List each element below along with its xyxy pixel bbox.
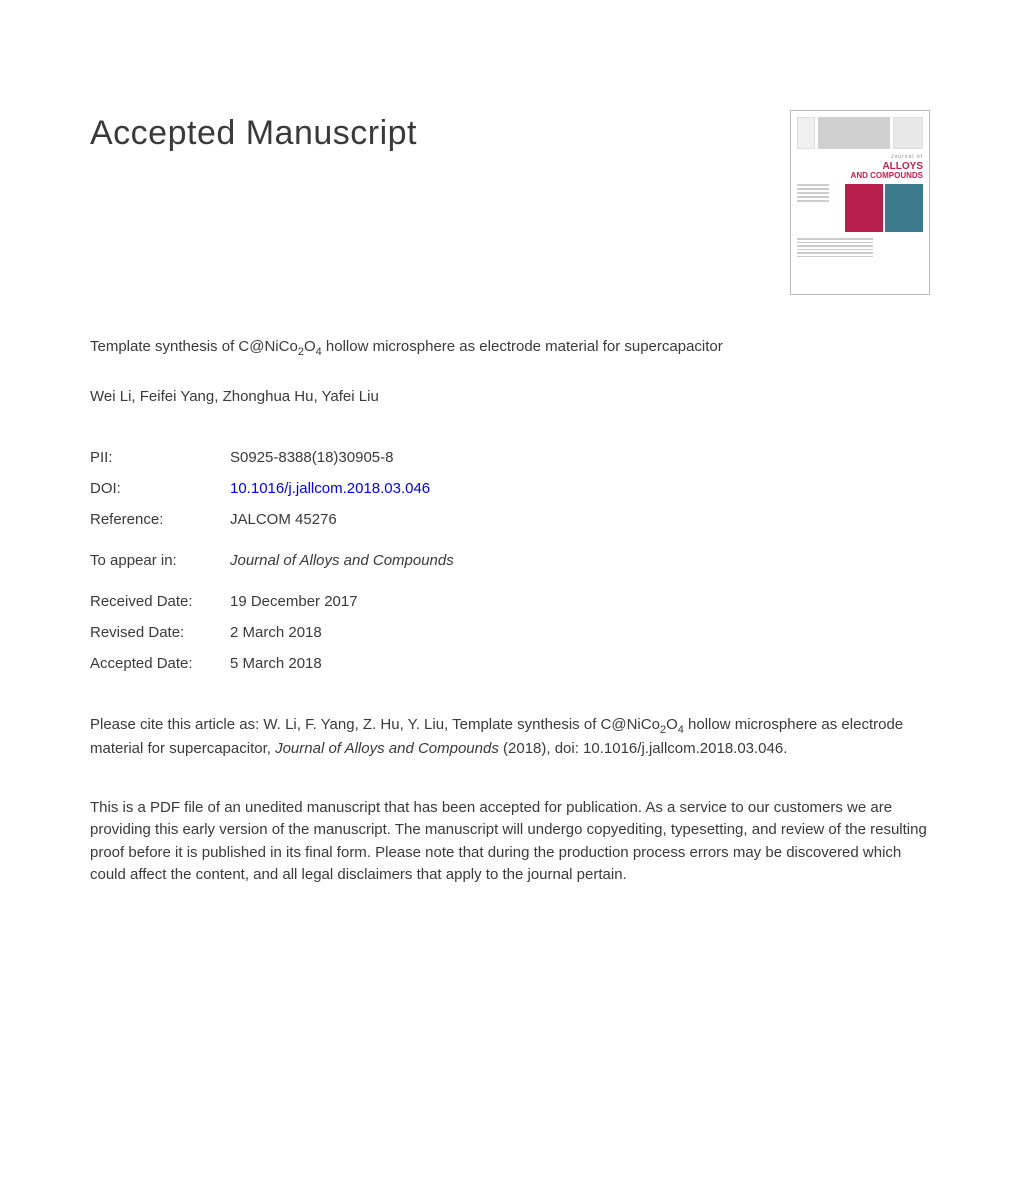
cover-teal-block [885, 184, 923, 232]
cover-bottom-lines [797, 238, 923, 257]
doi-link[interactable]: 10.1016/j.jallcom.2018.03.046 [230, 478, 430, 499]
journal-cover-thumbnail: Journal of ALLOYS AND COMPOUNDS [790, 110, 930, 295]
title-pre: Template synthesis of C@NiCo [90, 338, 298, 355]
cover-gray-bar [818, 117, 890, 149]
header-row: Accepted Manuscript Journal of ALLOYS AN… [90, 110, 930, 295]
citation-post: (2018), doi: 10.1016/j.jallcom.2018.03.0… [499, 740, 788, 757]
meta-row-pii: PII: S0925-8388(18)30905-8 [90, 447, 930, 468]
meta-row-accepted: Accepted Date: 5 March 2018 [90, 653, 930, 674]
pii-label: PII: [90, 447, 230, 468]
meta-row-doi: DOI: 10.1016/j.jallcom.2018.03.046 [90, 478, 930, 499]
appear-block: To appear in: Journal of Alloys and Comp… [90, 550, 930, 571]
cover-mid-row [797, 184, 923, 232]
revised-label: Revised Date: [90, 622, 230, 643]
disclaimer-text: This is a PDF file of an unedited manusc… [90, 797, 930, 887]
cover-publisher-logo [797, 117, 815, 149]
cover-red-block [845, 184, 883, 232]
received-label: Received Date: [90, 591, 230, 612]
meta-table: PII: S0925-8388(18)30905-8 DOI: 10.1016/… [90, 447, 930, 530]
cover-left-lines [797, 184, 843, 232]
cover-issue-box [893, 117, 923, 149]
received-value: 19 December 2017 [230, 591, 358, 612]
title-post: hollow microsphere as electrode material… [322, 338, 723, 355]
citation-pre: Please cite this article as: W. Li, F. Y… [90, 716, 660, 733]
cover-top-row [797, 117, 923, 149]
meta-row-received: Received Date: 19 December 2017 [90, 591, 930, 612]
appear-value: Journal of Alloys and Compounds [230, 550, 454, 571]
authors: Wei Li, Feifei Yang, Zhonghua Hu, Yafei … [90, 386, 930, 407]
accepted-label: Accepted Date: [90, 653, 230, 674]
page-heading: Accepted Manuscript [90, 110, 417, 158]
article-title: Template synthesis of C@NiCo2O4 hollow m… [90, 335, 730, 362]
article-title-block: Template synthesis of C@NiCo2O4 hollow m… [90, 335, 730, 362]
meta-row-reference: Reference: JALCOM 45276 [90, 509, 930, 530]
citation-text: Please cite this article as: W. Li, F. Y… [90, 714, 930, 761]
cover-compounds: AND COMPOUNDS [797, 172, 923, 181]
reference-value: JALCOM 45276 [230, 509, 337, 530]
meta-row-appear: To appear in: Journal of Alloys and Comp… [90, 550, 930, 571]
cover-title-block: Journal of ALLOYS AND COMPOUNDS [797, 155, 923, 180]
cover-alloys: ALLOYS [797, 161, 923, 172]
dates-block: Received Date: 19 December 2017 Revised … [90, 591, 930, 674]
citation-mid1: O [666, 716, 678, 733]
accepted-value: 5 March 2018 [230, 653, 322, 674]
citation-journal: Journal of Alloys and Compounds [275, 740, 499, 757]
reference-label: Reference: [90, 509, 230, 530]
meta-row-revised: Revised Date: 2 March 2018 [90, 622, 930, 643]
pii-value: S0925-8388(18)30905-8 [230, 447, 393, 468]
doi-label: DOI: [90, 478, 230, 499]
title-mid: O [304, 338, 316, 355]
revised-value: 2 March 2018 [230, 622, 322, 643]
appear-label: To appear in: [90, 550, 230, 571]
